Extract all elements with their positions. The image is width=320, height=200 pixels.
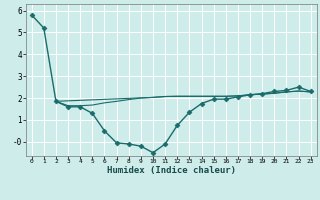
X-axis label: Humidex (Indice chaleur): Humidex (Indice chaleur): [107, 166, 236, 175]
